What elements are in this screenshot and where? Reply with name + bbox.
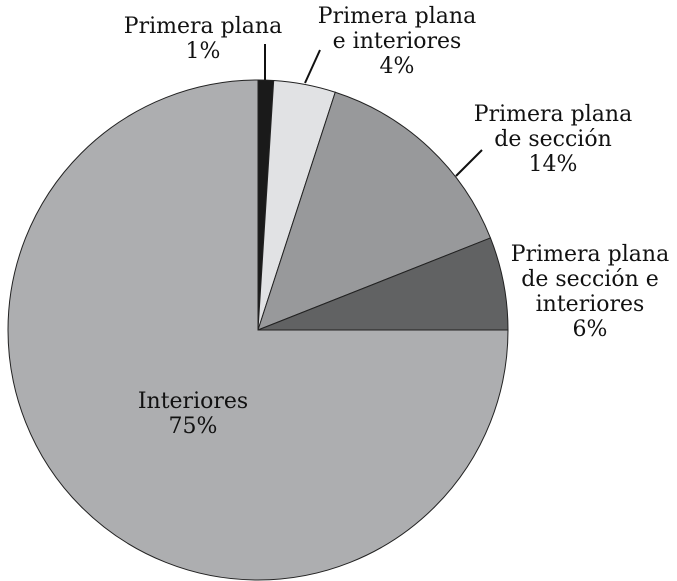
value-label: 6% bbox=[573, 317, 608, 342]
slice-label: Primera plana bbox=[318, 4, 476, 29]
leader-line bbox=[304, 49, 321, 84]
slice-label: de sección bbox=[494, 127, 612, 152]
value-label: 75% bbox=[169, 414, 218, 439]
slice-label: e interiores bbox=[333, 29, 462, 54]
pie-slice bbox=[7, 79, 509, 581]
slice-label: Primera plana bbox=[511, 242, 669, 267]
leader-line bbox=[455, 149, 483, 177]
slice-label: Primera plana bbox=[474, 102, 632, 127]
value-label: 1% bbox=[186, 39, 221, 64]
slice-label: Interiores bbox=[138, 389, 248, 414]
slice-label: de sección e bbox=[521, 267, 659, 292]
slice-label: interiores bbox=[536, 292, 645, 317]
value-label: 14% bbox=[529, 152, 578, 177]
pie-slice bbox=[257, 91, 492, 331]
slice-label: Primera plana bbox=[124, 14, 282, 39]
value-label: 4% bbox=[380, 54, 415, 79]
